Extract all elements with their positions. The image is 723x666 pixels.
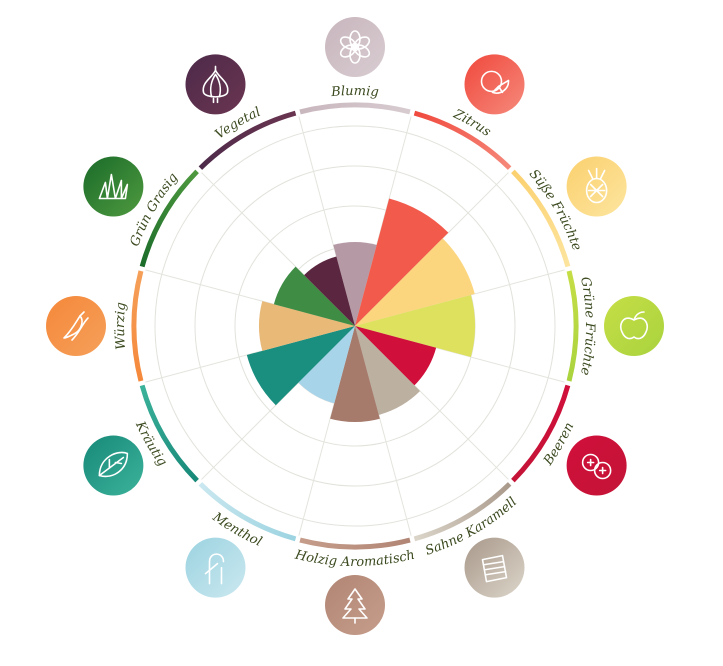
outer-ring — [131, 102, 579, 550]
onion-icon — [185, 54, 246, 115]
ring-segment-krutig — [139, 384, 199, 483]
ring-segment-vegetal — [198, 110, 297, 170]
flower-icon — [325, 17, 385, 77]
bar-vegetal — [304, 256, 355, 326]
citrus-icon — [464, 54, 525, 115]
ring-segment-menthol — [198, 482, 297, 542]
bar-sefrchte — [355, 238, 475, 326]
bar-sahnekaramell — [355, 326, 421, 415]
label-blumig: Blumig — [330, 84, 380, 100]
ring-segment-blumig — [299, 102, 411, 115]
bar-grngrasig — [273, 266, 355, 326]
pineapple-icon — [566, 156, 627, 217]
bar-beeren — [355, 326, 437, 386]
bar-wrzig — [258, 301, 355, 351]
category-icons — [46, 17, 664, 635]
chart-bars — [246, 198, 475, 423]
caramel-icon — [464, 537, 525, 598]
grass-icon — [83, 156, 144, 217]
ring-segment-grnefrchte — [566, 270, 579, 382]
ring-segment-grngrasig — [139, 169, 199, 268]
chili-icon — [46, 296, 106, 356]
bar-grnefrchte — [355, 294, 475, 358]
ring-segment-beeren — [511, 384, 571, 483]
bar-zitrus — [355, 198, 449, 326]
label-holzigaromatisch: Holzig Aromatisch — [293, 547, 417, 570]
ring-segment-holzigaromatisch — [299, 537, 411, 550]
label-grnefrchte: Grüne Früchte — [577, 276, 597, 377]
bar-krutig — [246, 326, 355, 406]
ring-segment-zitrus — [413, 110, 512, 170]
ring-segment-sahnekaramell — [413, 482, 512, 542]
grid-circle — [154, 125, 556, 527]
tree-icon — [325, 575, 385, 635]
ring-segment-wrzig — [131, 270, 144, 382]
grid-circle — [234, 205, 476, 447]
bar-menthol — [298, 326, 355, 404]
apple-icon — [604, 296, 664, 356]
bar-blumig — [333, 241, 377, 326]
label-wrzig: Würzig — [113, 302, 129, 350]
berries-icon — [566, 435, 627, 496]
ring-segment-sefrchte — [511, 169, 571, 268]
candy-cane-icon — [185, 537, 246, 598]
grid-circle — [194, 165, 516, 487]
leaf-icon — [83, 435, 144, 496]
bar-holzigaromatisch — [330, 326, 380, 423]
